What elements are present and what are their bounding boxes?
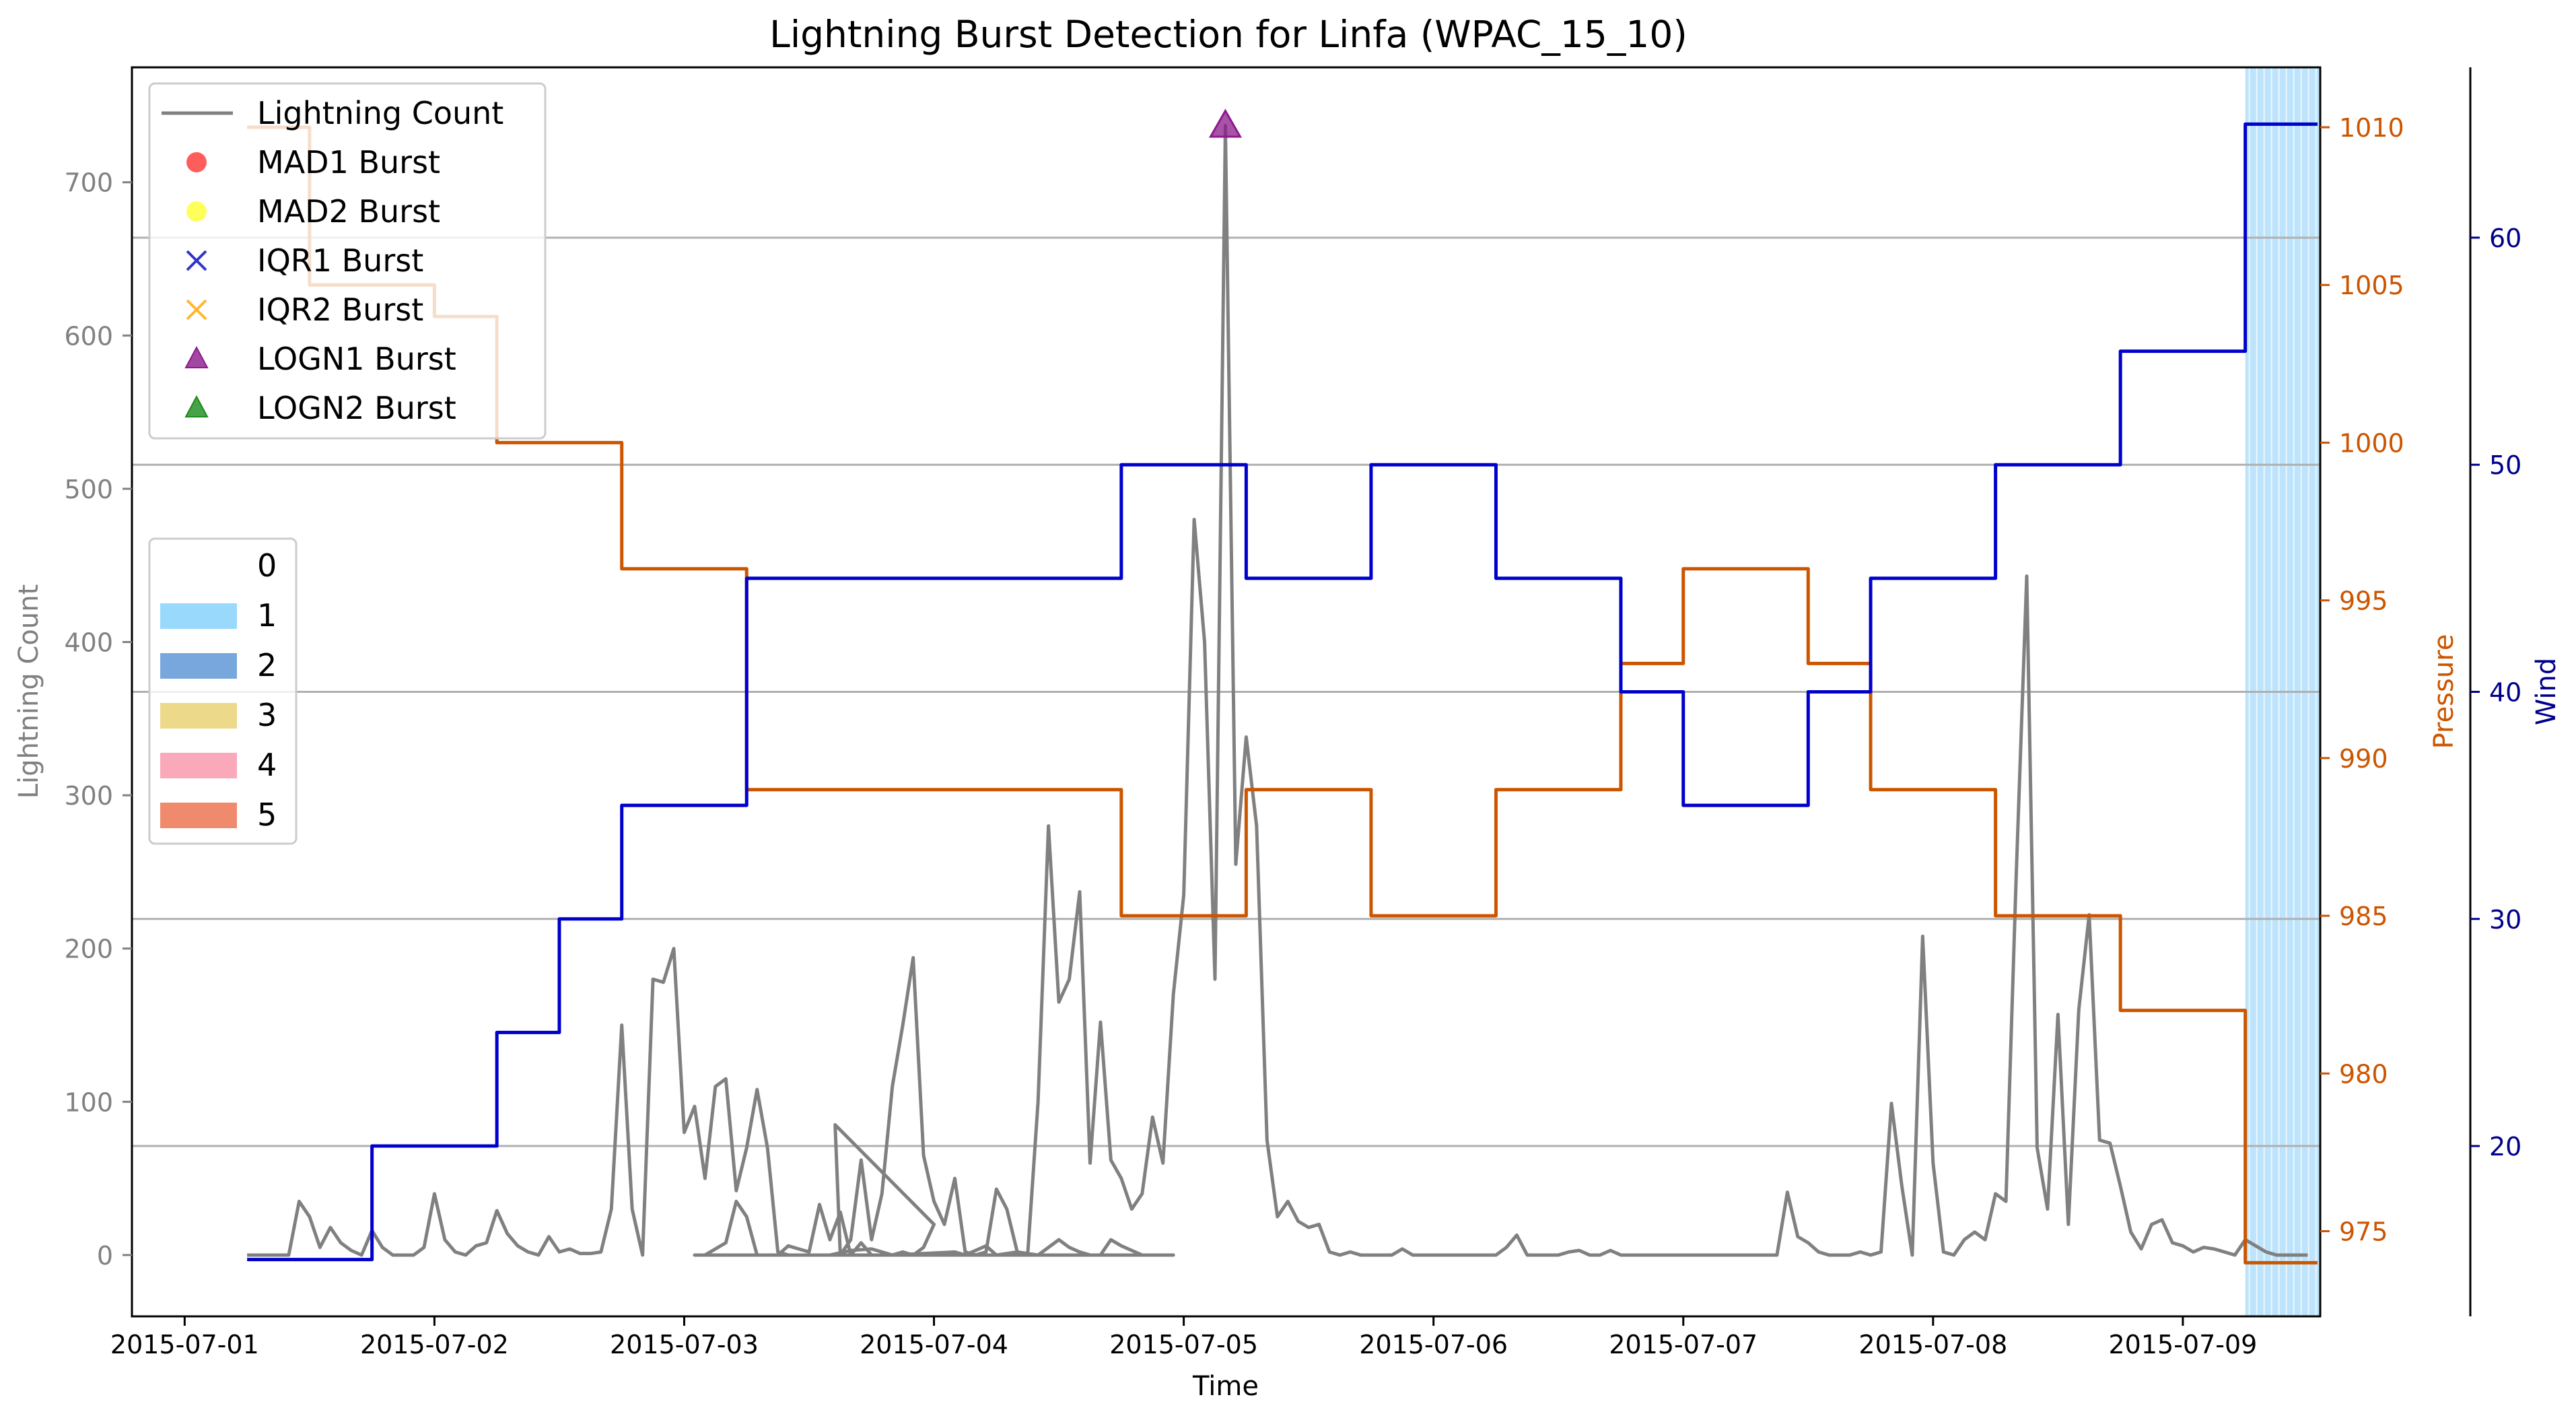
- left-tick-label: 600: [64, 321, 113, 351]
- pressure-tick-label: 1010: [2339, 113, 2404, 143]
- x-axis-label: Time: [1192, 1371, 1259, 1402]
- legend-entry-label: Lightning Count: [257, 95, 503, 131]
- legend-entry-label: IQR1 Burst: [257, 242, 423, 279]
- x-tick-label: 2015-07-08: [1858, 1330, 2007, 1359]
- wind-tick-label: 40: [2489, 678, 2521, 708]
- series-line-lightning-count: [247, 123, 2308, 1257]
- pressure-tick-label: 1000: [2339, 428, 2404, 458]
- legend-swatch-triangle: [184, 345, 209, 368]
- pressure-tick-label: 985: [2339, 902, 2388, 931]
- legend-category-label: 4: [257, 747, 277, 783]
- left-tick-label: 700: [64, 168, 113, 198]
- x-tick-label: 2015-07-06: [1359, 1330, 1508, 1359]
- legend-category-swatch: [160, 803, 237, 828]
- legend-category-swatch: [160, 653, 237, 679]
- x-tick-label: 2015-07-02: [360, 1330, 509, 1359]
- chart-title: Lightning Burst Detection for Linfa (WPA…: [769, 13, 1687, 56]
- legend-category-swatch: [160, 753, 237, 778]
- legend-entry-label: LOGN2 Burst: [257, 390, 456, 426]
- x-tick-label: 2015-07-04: [860, 1330, 1008, 1359]
- legend-entry-label: MAD2 Burst: [257, 193, 440, 230]
- wind-axis-label: Wind: [2531, 658, 2562, 726]
- x-tick-label: 2015-07-03: [610, 1330, 759, 1359]
- legend-swatch-x: [186, 250, 207, 271]
- legend-category-label: 3: [257, 697, 277, 733]
- x-tick-label: 2015-07-05: [1109, 1330, 1258, 1359]
- pressure-tick-label: 1005: [2339, 271, 2404, 300]
- left-axis-label: Lightning Count: [13, 584, 44, 799]
- wind-tick-label: 60: [2489, 224, 2521, 253]
- legend-category-label: 5: [257, 797, 277, 833]
- pressure-tick-label: 995: [2339, 586, 2388, 616]
- legend-markers-box: [148, 82, 547, 440]
- pressure-axis-label: Pressure: [2429, 634, 2460, 749]
- left-tick-label: 500: [64, 475, 113, 504]
- legend-swatch-circle: [186, 152, 207, 172]
- left-tick-label: 200: [64, 935, 113, 964]
- legend-swatch-circle: [186, 201, 207, 222]
- plot-frame: [131, 66, 2322, 1318]
- legend-entry-label: IQR2 Burst: [257, 292, 423, 328]
- legend-category-swatch: [160, 603, 237, 629]
- legend-category-swatch: [160, 553, 237, 579]
- x-tick-label: 2015-07-09: [2108, 1330, 2257, 1359]
- legend-entry-label: MAD1 Burst: [257, 144, 440, 180]
- burst-marker-logn1: [1208, 108, 1243, 138]
- left-tick-label: 300: [64, 781, 113, 811]
- pressure-tick-label: 980: [2339, 1059, 2388, 1089]
- pressure-tick-label: 990: [2339, 744, 2388, 774]
- pressure-tick-label: 975: [2339, 1217, 2388, 1247]
- x-tick-label: 2015-07-01: [110, 1330, 259, 1359]
- legend-entry-label: LOGN1 Burst: [257, 341, 456, 377]
- legend-category-label: 1: [257, 597, 277, 634]
- legend-swatch-triangle: [184, 395, 209, 417]
- x-tick-label: 2015-07-07: [1609, 1330, 1757, 1359]
- legend-swatch-x: [186, 299, 207, 321]
- legend-category-label: 2: [257, 647, 277, 683]
- wind-tick-label: 20: [2489, 1132, 2521, 1161]
- legend-category-swatch: [160, 703, 237, 729]
- left-tick-label: 400: [64, 628, 113, 658]
- left-tick-label: 0: [97, 1241, 113, 1271]
- left-tick-label: 100: [64, 1087, 113, 1117]
- legend-category-label: 0: [257, 547, 277, 584]
- wind-tick-label: 50: [2489, 450, 2521, 480]
- series-line-wind: [247, 122, 2318, 1262]
- wind-tick-label: 30: [2489, 905, 2521, 935]
